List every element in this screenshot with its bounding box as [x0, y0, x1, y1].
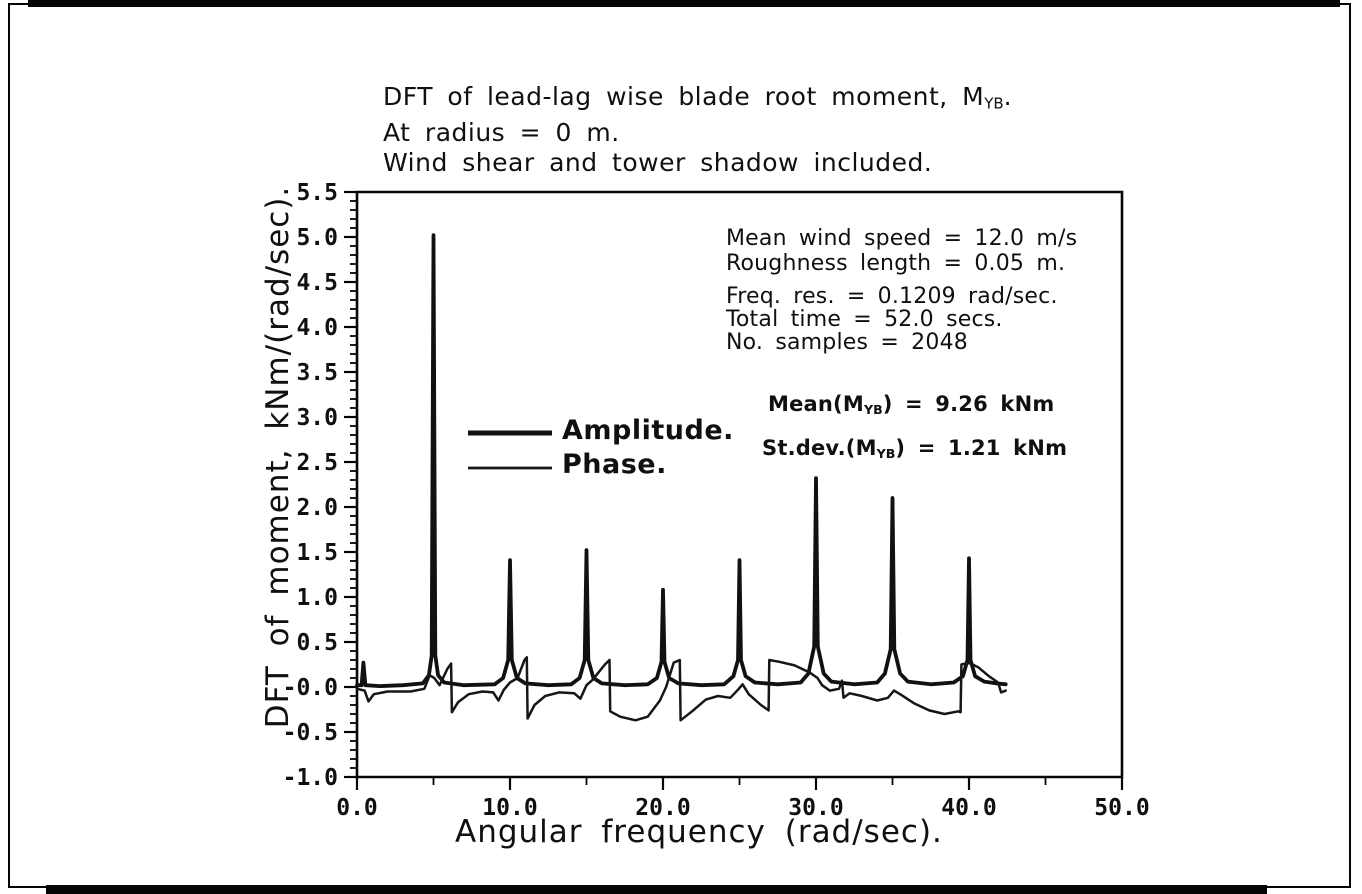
- x-tick-label: 30.0: [788, 795, 843, 821]
- title-subscript: YB: [984, 94, 1004, 113]
- num-samples-text: No. samples = 2048: [726, 330, 968, 355]
- roughness-length-text: Roughness length = 0.05 m.: [726, 251, 1066, 276]
- legend-label-phase: Phase.: [562, 449, 667, 480]
- stdev-moment-text: St.dev.(MYB) = 1.21 kNm: [762, 436, 1068, 461]
- y-tick-label: 1.5: [296, 540, 338, 566]
- dft-annotation-block: Freq. res. = 0.1209 rad/sec. Total time …: [726, 285, 1058, 354]
- y-tick-label: 2.0: [296, 495, 338, 521]
- x-tick-label: 50.0: [1094, 795, 1149, 821]
- mean-subscript: YB: [863, 401, 883, 417]
- y-axis-title: DFT of moment, kNm/(rad/sec).: [260, 185, 296, 729]
- chart-title-line1: DFT of lead-lag wise blade root moment, …: [383, 82, 1013, 113]
- total-time-text: Total time = 52.0 secs.: [726, 307, 1003, 332]
- wind-annotation-block: Mean wind speed = 12.0 m/s Roughness len…: [726, 226, 1077, 276]
- x-tick-label: 20.0: [635, 795, 690, 821]
- chart-title-line3: Wind shear and tower shadow included.: [383, 148, 933, 178]
- freq-res-text: Freq. res. = 0.1209 rad/sec.: [726, 284, 1058, 309]
- chart-title-line2: At radius = 0 m.: [383, 118, 620, 148]
- x-axis-title: Angular frequency (rad/sec).: [455, 814, 943, 850]
- y-tick-label: -1.0: [283, 765, 338, 791]
- y-tick-label: 2.5: [296, 450, 338, 476]
- y-tick-label: 3.5: [296, 360, 338, 386]
- y-tick-label: 4.5: [296, 270, 338, 296]
- scan-edge-top: [28, 0, 1340, 7]
- mean-wind-speed-text: Mean wind speed = 12.0 m/s: [726, 226, 1078, 251]
- y-tick-label: 3.0: [296, 405, 338, 431]
- x-tick-label: 10.0: [482, 795, 537, 821]
- y-tick-label: -0.0: [283, 675, 338, 701]
- x-tick-label: 40.0: [941, 795, 996, 821]
- x-tick-label: 0.0: [336, 795, 378, 821]
- chart-title: DFT of lead-lag wise blade root moment, …: [383, 82, 1012, 178]
- y-tick-label: 4.0: [296, 315, 338, 341]
- mean-moment-text: Mean(MYB) = 9.26 kNm: [768, 392, 1055, 417]
- stdev-subscript: YB: [876, 445, 896, 461]
- y-tick-label: 1.0: [296, 585, 338, 611]
- y-tick-label: 5.5: [296, 180, 338, 206]
- phase-curve: [355, 656, 1007, 722]
- y-tick-label: 5.0: [296, 225, 338, 251]
- y-tick-label: 0.5: [296, 630, 338, 656]
- y-tick-label: -0.5: [283, 720, 338, 746]
- legend-label-amplitude: Amplitude.: [562, 415, 734, 446]
- scan-edge-bottom: [46, 885, 1267, 894]
